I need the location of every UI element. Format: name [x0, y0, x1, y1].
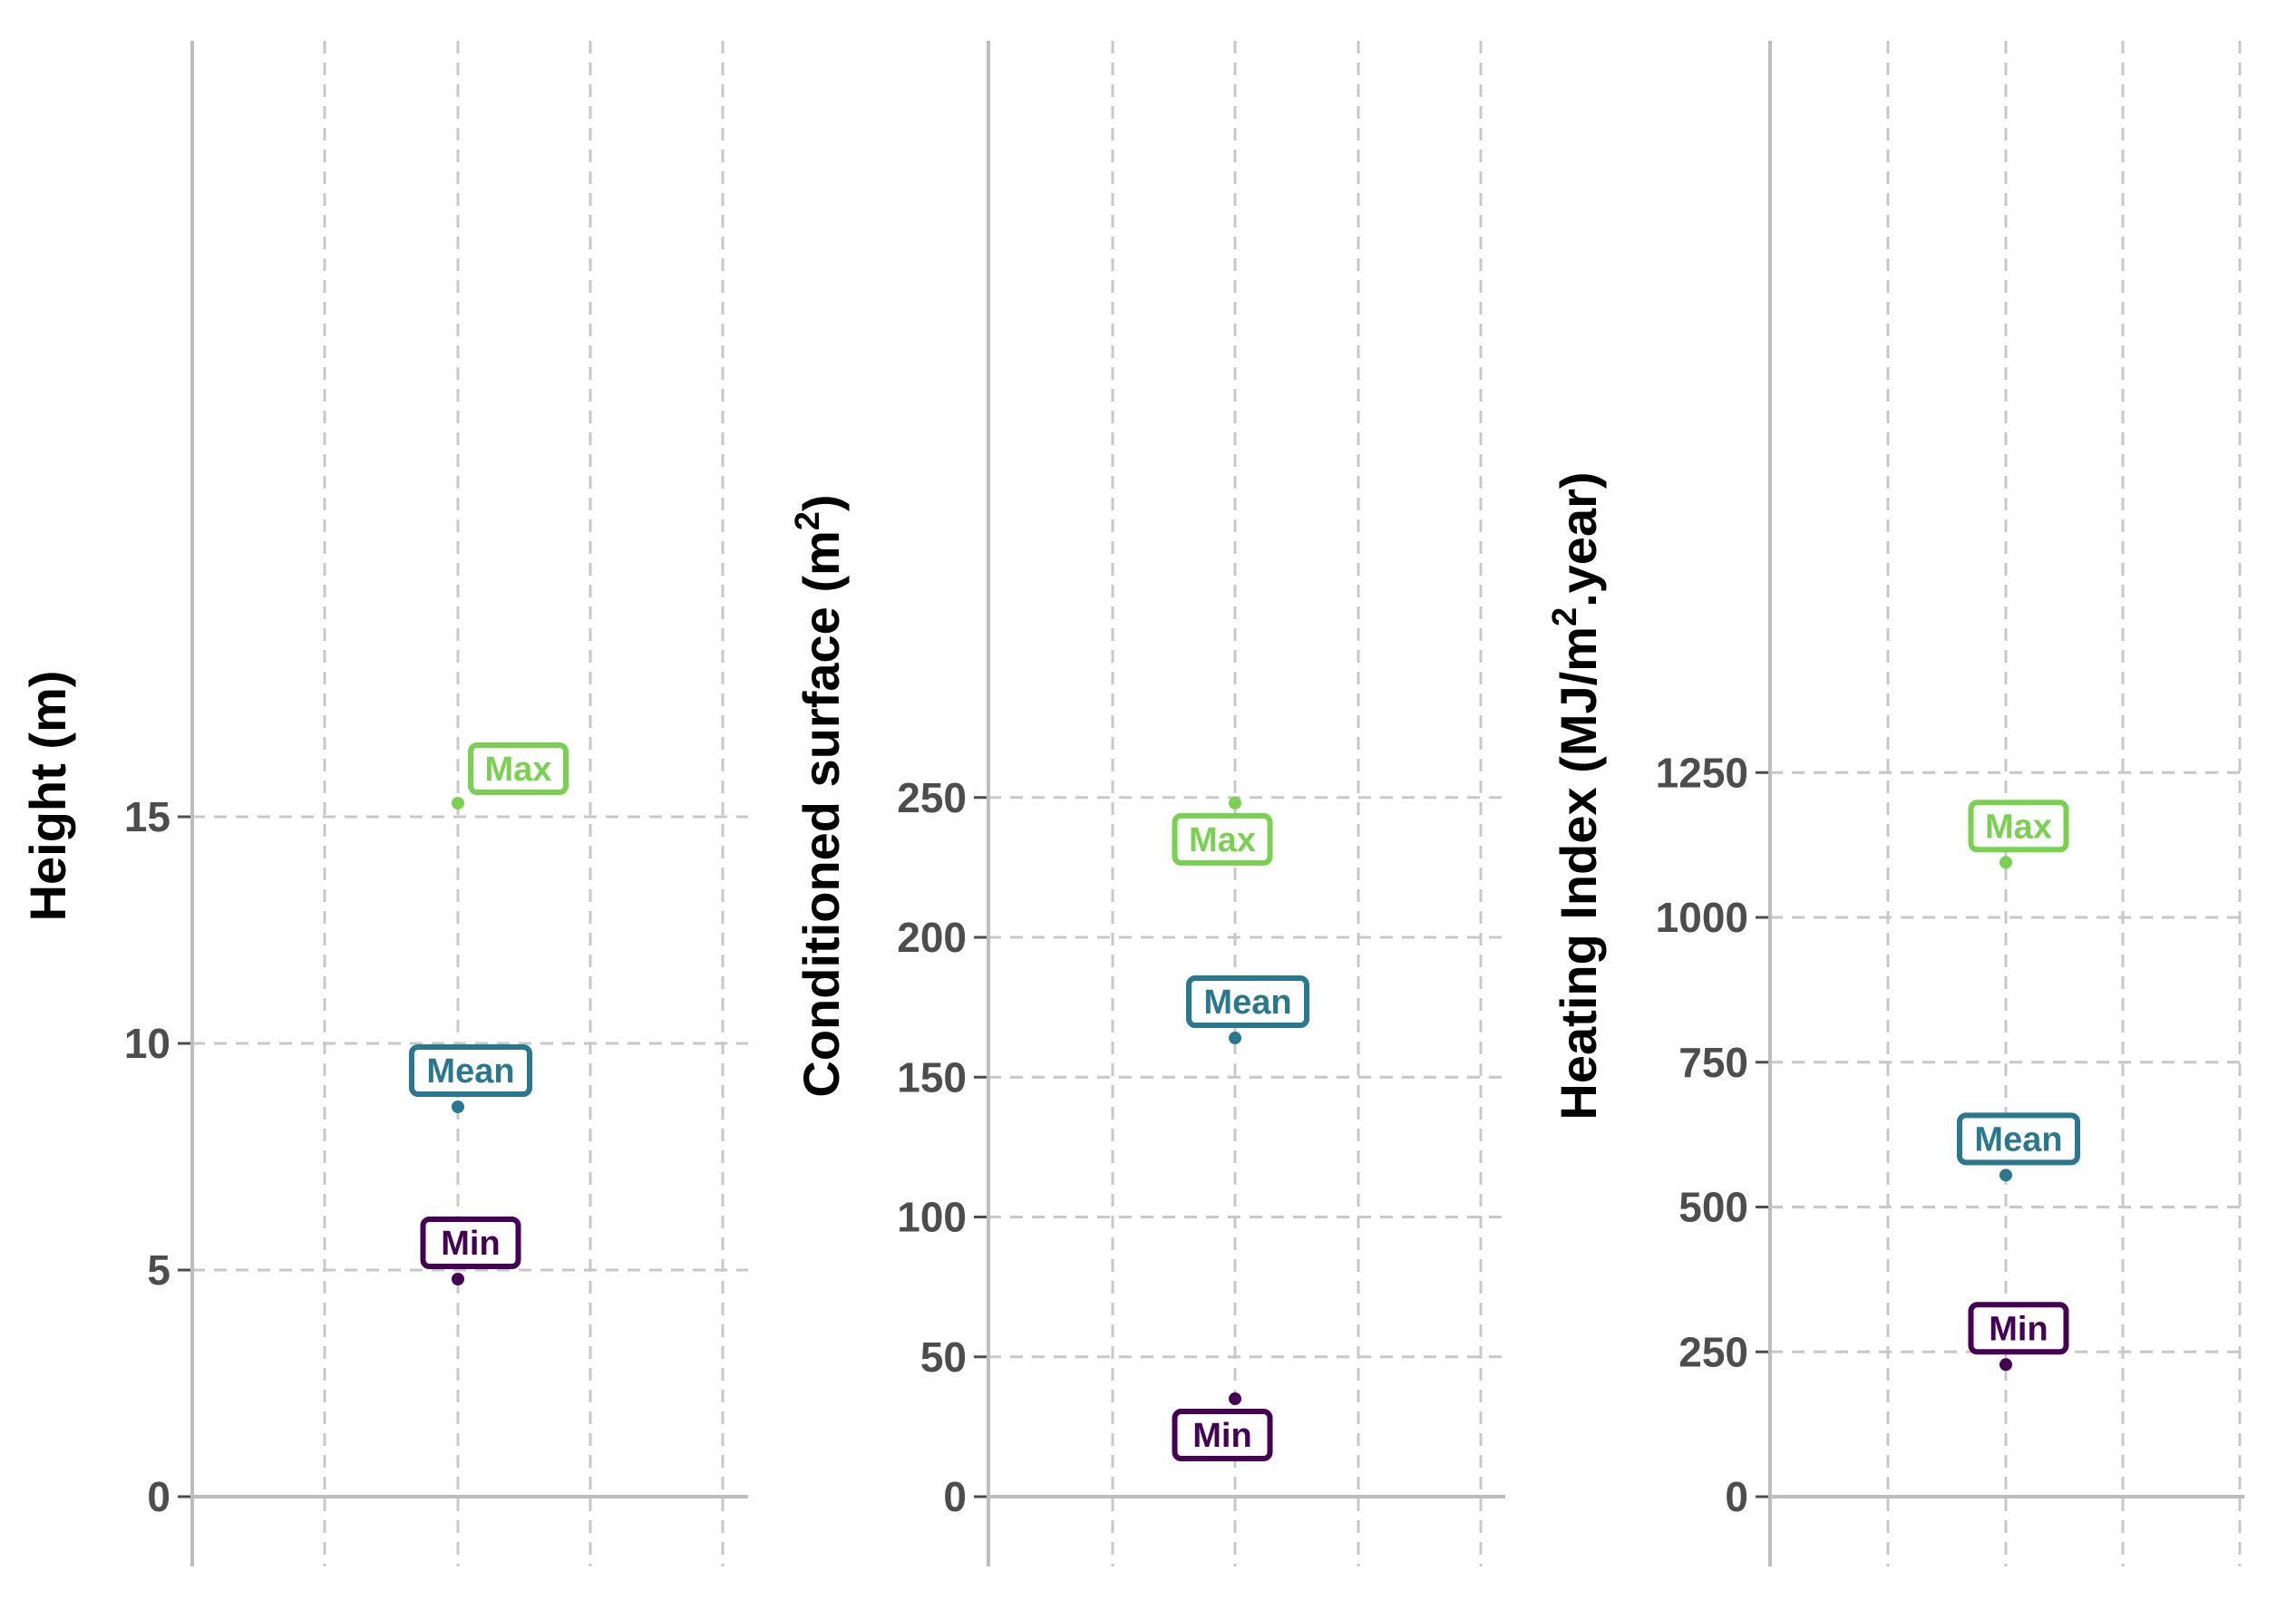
label-box-mean: [1957, 1112, 2080, 1166]
y-tick-label: 1250: [1656, 749, 1748, 796]
point-max: [1229, 796, 1241, 810]
y-tick-label: 250: [1678, 1328, 1748, 1375]
y-tick-label: 0: [943, 1473, 967, 1520]
label-box-min: [1968, 1302, 2069, 1355]
y-tick-label: 50: [920, 1333, 967, 1381]
label-box-max: [468, 742, 569, 795]
y-tick-label: 0: [147, 1473, 170, 1520]
y-tick-label: 150: [897, 1053, 967, 1101]
label-text-min: Min: [1192, 1417, 1251, 1455]
y-axis-title: Conditioned surface (m2): [789, 494, 850, 1097]
panel-3: 0 250 500 750 1000 1250 Heating Index (MJ/m2.y…: [1546, 41, 2244, 1566]
label-text-mean: Mean: [1974, 1120, 2062, 1159]
label-text-max: Max: [485, 751, 552, 789]
label-text-mean: Mean: [426, 1052, 514, 1091]
panel-2: 0 50 100 150 200 250 Conditioned surface (m2) M…: [789, 41, 1505, 1566]
label-box-max: [1968, 800, 2069, 853]
panel-1: 0 5 10 15 Height (m) Max Mean Min: [19, 41, 748, 1566]
point-min: [452, 1273, 464, 1285]
label-box-min: [420, 1217, 521, 1269]
y-tick-label: 500: [1678, 1184, 1748, 1231]
y-tick-label: 250: [897, 774, 967, 821]
label-box-mean: [1186, 975, 1309, 1029]
point-mean: [1229, 1032, 1241, 1045]
y-tick-label: 1000: [1656, 894, 1748, 941]
point-max: [1999, 856, 2012, 869]
y-tick-label: 0: [1725, 1473, 1748, 1520]
y-axis-title: Height (m): [19, 671, 76, 922]
y-tick-label: 750: [1678, 1039, 1748, 1086]
point-min: [1229, 1392, 1241, 1406]
label-box-min: [1172, 1409, 1273, 1462]
point-max: [452, 797, 464, 810]
label-text-min: Min: [1989, 1310, 2048, 1348]
label-text-max: Max: [1189, 821, 1256, 859]
label-text-max: Max: [1985, 808, 2052, 846]
y-tick-label: 100: [897, 1194, 967, 1241]
label-text-mean: Mean: [1203, 984, 1291, 1022]
point-min: [1999, 1358, 2012, 1372]
y-tick-label: 200: [897, 914, 967, 961]
y-axis-title: Heating Index (MJ/m2.year): [1546, 471, 1607, 1120]
label-box-mean: [409, 1044, 532, 1097]
y-tick-label: 10: [124, 1020, 170, 1067]
point-mean: [452, 1101, 464, 1113]
y-tick-label: 5: [147, 1246, 170, 1294]
label-text-min: Min: [441, 1225, 500, 1263]
point-mean: [1999, 1168, 2012, 1182]
y-tick-label: 15: [124, 793, 170, 840]
label-box-max: [1172, 812, 1273, 866]
